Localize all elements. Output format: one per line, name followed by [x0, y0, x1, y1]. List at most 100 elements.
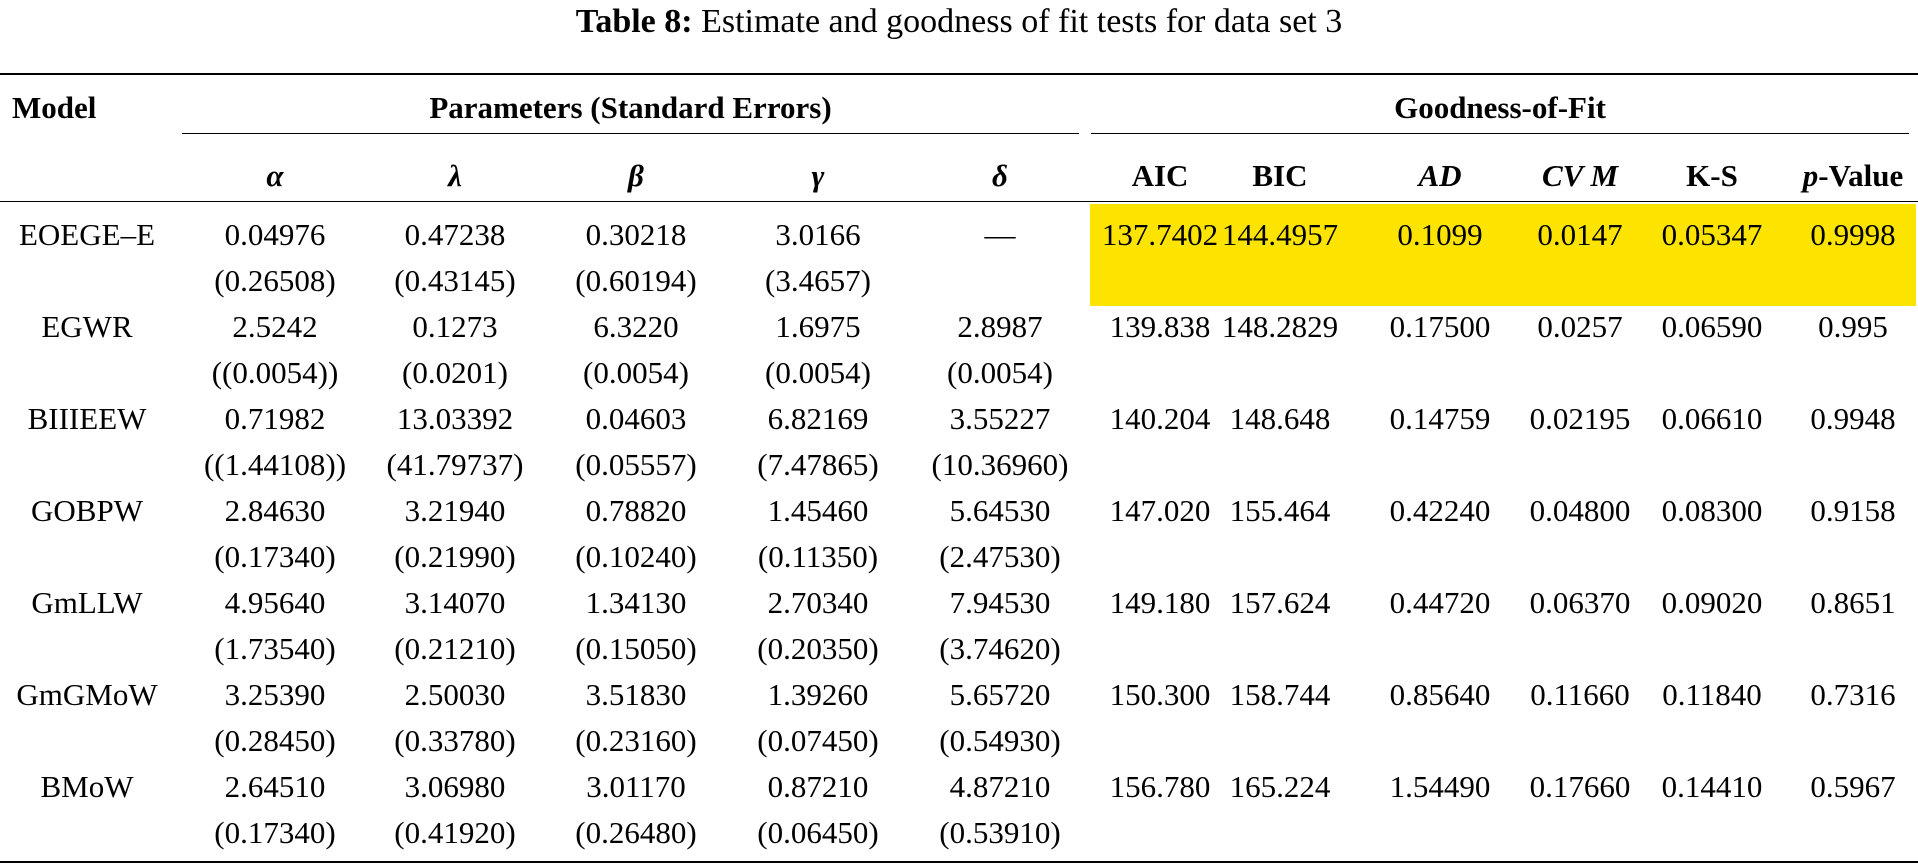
fit-ks: 0.06590 [1661, 309, 1763, 344]
std-error-alpha: ((0.0054)) [211, 355, 339, 390]
fit-aic: 150.300 [1109, 677, 1211, 712]
caption-label: Table 8: [575, 3, 693, 40]
model-name: EOEGE–E [18, 217, 156, 252]
estimate-delta: 4.87210 [949, 769, 1051, 804]
std-error-delta: (2.47530) [939, 539, 1061, 574]
fit-group-header: Goodness-of-Fit [1394, 90, 1606, 125]
std-error-alpha: (0.17340) [214, 815, 336, 850]
fit-bic: 158.744 [1229, 677, 1331, 712]
fit-cvm: 0.06370 [1529, 585, 1631, 620]
fit-bic: 155.464 [1229, 493, 1331, 528]
fit-ad: 0.14759 [1389, 401, 1491, 436]
estimate-delta: 3.55227 [949, 401, 1051, 436]
estimate-lambda: 0.1273 [412, 309, 498, 344]
model-name: BIIIEEW [27, 401, 147, 436]
fit-ks: 0.08300 [1661, 493, 1763, 528]
fit-aic: 149.180 [1109, 585, 1211, 620]
fit-cvm: 0.02195 [1529, 401, 1631, 436]
fit-cvm: 0.17660 [1529, 769, 1631, 804]
table-caption: Table 8: Estimate and goodness of fit te… [0, 0, 1918, 44]
fit-cvm: 0.0257 [1537, 309, 1623, 344]
std-error-alpha: ((1.44108)) [203, 447, 347, 482]
fit-aic: 137.7402 [1101, 217, 1219, 252]
fit-ad: 0.17500 [1389, 309, 1491, 344]
fit-cvm: 0.0147 [1537, 217, 1623, 252]
std-error-delta: (10.36960) [931, 447, 1069, 482]
std-error-beta: (0.60194) [575, 263, 697, 298]
fit-p-value: 0.995 [1818, 309, 1888, 344]
std-error-gamma: (0.07450) [757, 723, 879, 758]
std-error-gamma: (0.06450) [757, 815, 879, 850]
estimate-beta: 3.51830 [585, 677, 687, 712]
std-error-alpha: (0.17340) [214, 539, 336, 574]
highlighted-fit-cells [1090, 204, 1916, 306]
fit-header-cvm: CV M [1541, 158, 1619, 193]
param-header-alpha: α [266, 158, 284, 193]
estimate-beta: 0.78820 [585, 493, 687, 528]
estimate-lambda: 3.06980 [404, 769, 506, 804]
fit-header-p-value: p-Value [1802, 158, 1904, 193]
fit-p-value: 0.9158 [1810, 493, 1896, 528]
estimate-beta: 3.01170 [586, 769, 686, 804]
estimate-delta: 2.8987 [957, 309, 1043, 344]
model-name: GmGMoW [16, 677, 158, 712]
std-error-beta: (0.10240) [575, 539, 697, 574]
estimate-alpha: 2.84630 [224, 493, 326, 528]
std-error-beta: (0.0054) [583, 355, 689, 390]
std-error-beta: (0.26480) [575, 815, 697, 850]
estimate-gamma: 1.6975 [775, 309, 861, 344]
header-rule [0, 201, 1918, 202]
std-error-gamma: (0.11350) [757, 539, 879, 574]
estimate-beta: 0.30218 [585, 217, 687, 252]
fit-aic: 156.780 [1109, 769, 1211, 804]
fit-header-ad: AD [1418, 158, 1462, 193]
fit-aic: 140.204 [1109, 401, 1211, 436]
estimate-gamma: 0.87210 [767, 769, 869, 804]
estimate-gamma: 2.70340 [767, 585, 869, 620]
fit-ad: 0.44720 [1389, 585, 1491, 620]
model-name: EGWR [41, 309, 133, 344]
param-header-gamma: γ [811, 158, 825, 193]
std-error-delta: (0.0054) [947, 355, 1053, 390]
std-error-beta: (0.05557) [575, 447, 697, 482]
std-error-alpha: (0.28450) [214, 723, 336, 758]
estimate-delta: 5.65720 [949, 677, 1051, 712]
fit-ks: 0.14410 [1661, 769, 1763, 804]
bottom-rule [0, 861, 1918, 863]
estimate-delta: 5.64530 [949, 493, 1051, 528]
fit-ks: 0.06610 [1661, 401, 1763, 436]
fit-ad: 0.1099 [1397, 217, 1483, 252]
parameters-group-header: Parameters (Standard Errors) [429, 90, 832, 125]
std-error-delta: (0.53910) [939, 815, 1061, 850]
fit-bic: 148.2829 [1221, 309, 1339, 344]
estimate-lambda: 3.14070 [404, 585, 506, 620]
fit-p-value: 0.9948 [1810, 401, 1896, 436]
fit-group-rule [1091, 133, 1909, 134]
estimate-lambda: 2.50030 [404, 677, 506, 712]
estimate-alpha: 3.25390 [224, 677, 326, 712]
fit-bic: 157.624 [1229, 585, 1331, 620]
param-header-delta: δ [992, 158, 1008, 193]
fit-header-bic: BIC [1252, 158, 1308, 193]
std-error-lambda: (0.41920) [394, 815, 516, 850]
fit-cvm: 0.11660 [1530, 677, 1630, 712]
estimate-gamma: 1.45460 [767, 493, 869, 528]
std-error-gamma: (0.0054) [765, 355, 871, 390]
fit-header-aic: AIC [1131, 158, 1189, 193]
estimate-alpha: 0.71982 [224, 401, 326, 436]
fit-p-value: 0.9998 [1810, 217, 1896, 252]
fit-ad: 1.54490 [1389, 769, 1491, 804]
model-column-header: Model [12, 90, 97, 125]
std-error-delta: (0.54930) [939, 723, 1061, 758]
estimate-lambda: 3.21940 [404, 493, 506, 528]
caption-text: Estimate and goodness of fit tests for d… [701, 3, 1343, 40]
fit-cvm: 0.04800 [1529, 493, 1631, 528]
estimate-beta: 1.34130 [585, 585, 687, 620]
fit-ks: 0.09020 [1661, 585, 1763, 620]
parameters-group-rule [182, 133, 1079, 134]
fit-bic: 148.648 [1229, 401, 1331, 436]
model-name: GmLLW [31, 585, 143, 620]
model-name: BMoW [40, 769, 134, 804]
estimate-gamma: 6.82169 [767, 401, 869, 436]
estimate-alpha: 2.64510 [224, 769, 326, 804]
